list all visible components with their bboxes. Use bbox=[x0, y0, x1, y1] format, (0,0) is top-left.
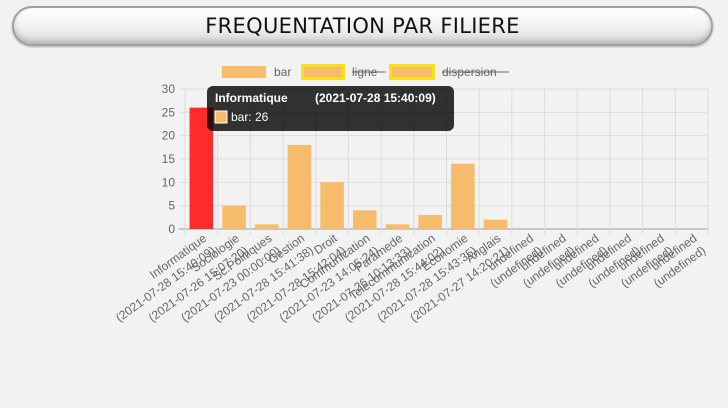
bar[interactable] bbox=[222, 205, 246, 229]
y-tick-label: 25 bbox=[162, 105, 176, 119]
bar[interactable] bbox=[483, 219, 508, 229]
bar[interactable] bbox=[353, 210, 377, 229]
bar[interactable] bbox=[451, 163, 475, 229]
y-tick-label: 30 bbox=[162, 82, 176, 96]
tooltip-swatch bbox=[214, 110, 228, 124]
bar[interactable] bbox=[189, 107, 214, 229]
legend-label[interactable]: bar bbox=[274, 65, 291, 79]
tooltip-title-date: (2021-07-28 15:40:09) bbox=[315, 91, 436, 105]
tooltip-title-name: Informatique bbox=[215, 91, 288, 105]
bar[interactable] bbox=[287, 145, 312, 229]
bar[interactable] bbox=[418, 215, 442, 229]
legend-swatch[interactable] bbox=[304, 67, 342, 77]
bar[interactable] bbox=[254, 224, 279, 229]
y-tick-label: 5 bbox=[168, 199, 175, 213]
chart-title: FREQUENTATION PAR FILIERE bbox=[205, 14, 520, 38]
bar[interactable] bbox=[320, 182, 344, 229]
y-tick-label: 10 bbox=[162, 175, 176, 189]
tooltip-body: bar: 26 bbox=[231, 110, 269, 124]
bar[interactable] bbox=[385, 224, 410, 229]
y-tick-label: 15 bbox=[162, 152, 176, 166]
y-tick-label: 20 bbox=[162, 129, 176, 143]
legend-swatch[interactable] bbox=[222, 66, 266, 78]
tooltip-box bbox=[207, 86, 454, 131]
legend-swatch[interactable] bbox=[392, 67, 432, 77]
y-tick-label: 0 bbox=[168, 222, 175, 236]
chart-title-banner: FREQUENTATION PAR FILIERE bbox=[12, 6, 713, 46]
